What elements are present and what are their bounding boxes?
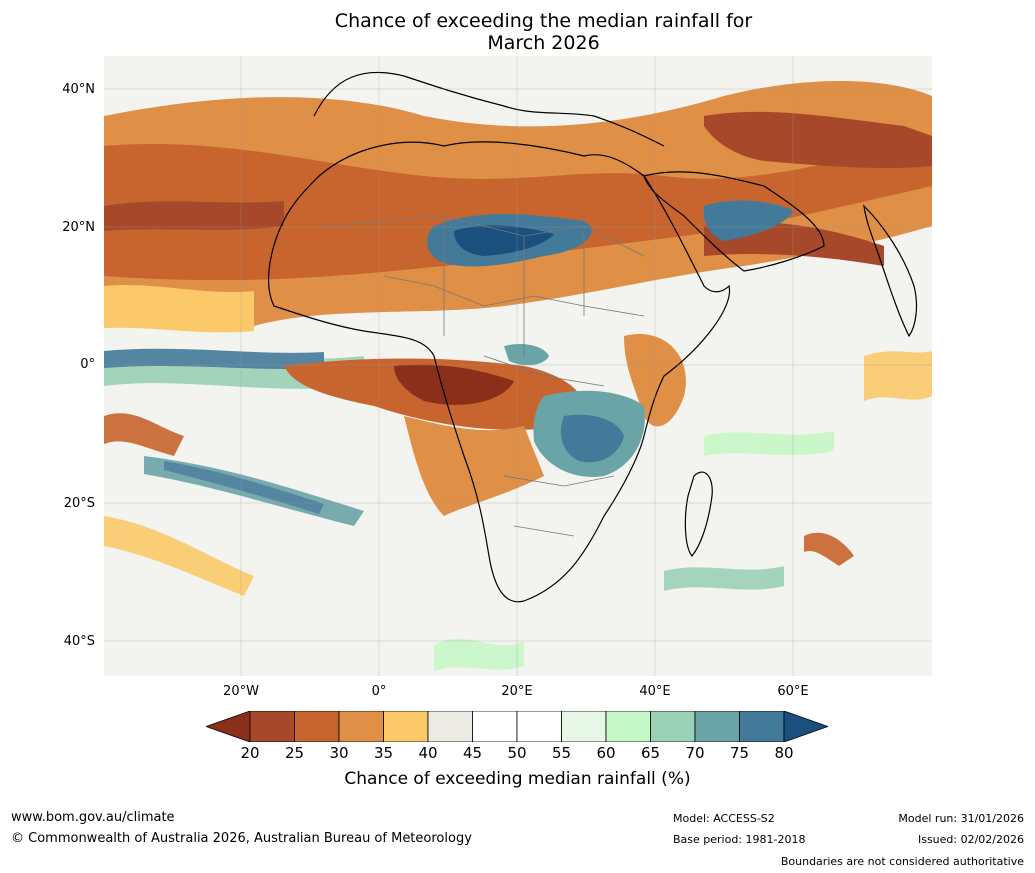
- model-run-text: Model run: 31/01/2026: [898, 812, 1024, 825]
- map-title: Chance of exceeding the median rainfall …: [0, 10, 1035, 54]
- title-line-1: Chance of exceeding the median rainfall …: [334, 10, 753, 32]
- colorbar-segment: [650, 711, 696, 742]
- lat-label-40s: 40°S: [63, 634, 95, 649]
- lon-label-0: 0°: [371, 684, 387, 699]
- colorbar-arrow-low: [206, 711, 251, 742]
- lon-label-60e: 60°E: [777, 684, 809, 699]
- copyright-text: © Commonwealth of Australia 2026, Austra…: [11, 831, 472, 846]
- colorbar-tick: 30: [329, 744, 349, 762]
- rainfall-map: [104, 56, 932, 676]
- colorbar-tick: 45: [462, 744, 483, 762]
- colorbar-segment: [427, 711, 473, 742]
- colorbar-tick: 65: [640, 744, 661, 762]
- map-canvas: [104, 56, 932, 676]
- colorbar-tick: 70: [685, 744, 705, 762]
- colorbar-tick: 40: [418, 744, 438, 762]
- lat-label-20s: 20°S: [63, 496, 95, 511]
- website-link[interactable]: www.bom.gov.au/climate: [11, 810, 175, 825]
- lat-label-20n: 20°N: [62, 220, 95, 235]
- colorbar-tick: 75: [729, 744, 750, 762]
- issued-text: Issued: 02/02/2026: [917, 833, 1024, 846]
- colorbar-segment: [516, 711, 562, 742]
- lon-label-20w: 20°W: [223, 684, 259, 699]
- colorbar-segment: [383, 711, 429, 742]
- colorbar-tick: 25: [284, 744, 305, 762]
- colorbar-label: Chance of exceeding median rainfall (%): [344, 769, 691, 789]
- colorbar-segment: [739, 711, 785, 742]
- colorbar-tick: 35: [373, 744, 394, 762]
- colorbar-arrow-high: [783, 711, 828, 742]
- colorbar-tick: 20: [240, 744, 260, 762]
- colorbar: [206, 711, 828, 742]
- model-text: Model: ACCESS-S2: [673, 812, 775, 825]
- colorbar-segment: [294, 711, 340, 742]
- colorbar-tick: 60: [596, 744, 616, 762]
- base-period-text: Base period: 1981-2018: [673, 833, 806, 846]
- colorbar-segment: [472, 711, 518, 742]
- lon-label-40e: 40°E: [639, 684, 671, 699]
- lat-label-40n: 40°N: [62, 82, 95, 97]
- lat-label-0: 0°: [80, 357, 95, 372]
- title-line-2: March 2026: [487, 32, 600, 54]
- lon-label-20e: 20°E: [501, 684, 533, 699]
- colorbar-segment: [249, 711, 295, 742]
- colorbar-segment: [338, 711, 384, 742]
- colorbar-segment: [561, 711, 607, 742]
- colorbar-segment: [694, 711, 740, 742]
- colorbar-segment: [605, 711, 651, 742]
- colorbar-tick: 80: [774, 744, 794, 762]
- disclaimer-text: Boundaries are not considered authoritat…: [780, 855, 1024, 868]
- colorbar-tick: 55: [551, 744, 572, 762]
- colorbar-tick: 50: [507, 744, 527, 762]
